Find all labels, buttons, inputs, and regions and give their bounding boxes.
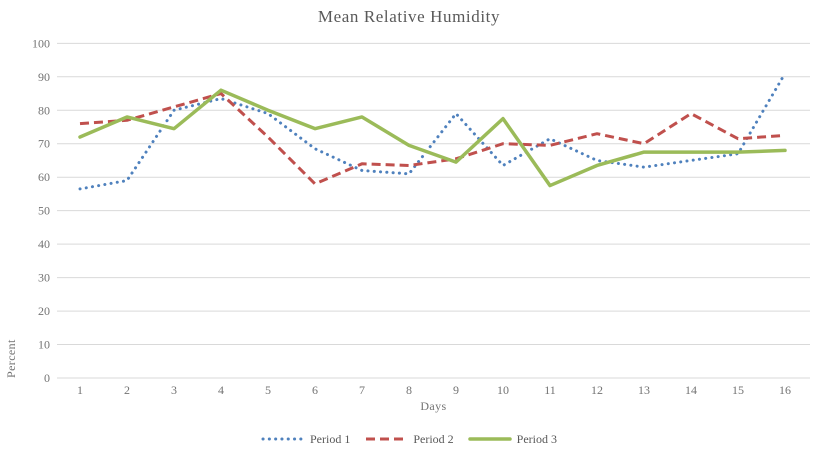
y-tick-label: 10 <box>38 338 50 352</box>
x-tick-label: 9 <box>453 383 459 397</box>
legend-label: Period 1 <box>309 431 351 446</box>
x-tick-label: 11 <box>544 383 556 397</box>
x-tick-label: 6 <box>312 383 318 397</box>
y-tick-label: 40 <box>38 237 50 251</box>
x-tick-label: 3 <box>171 383 177 397</box>
x-tick-label: 16 <box>779 383 791 397</box>
x-tick-label: 5 <box>265 383 271 397</box>
y-tick-label: 80 <box>38 103 50 117</box>
x-tick-label: 8 <box>406 383 412 397</box>
legend: Period 1 Period 2 Period 3 <box>0 430 818 448</box>
y-tick-label: 70 <box>38 137 50 151</box>
series-line-period-1 <box>78 71 787 191</box>
y-tick-label: 0 <box>44 371 50 385</box>
x-tick-label: 1 <box>77 383 83 397</box>
x-tick-label: 15 <box>732 383 744 397</box>
legend-item-period-1: Period 1 <box>261 430 350 448</box>
y-tick-label: 100 <box>32 36 50 50</box>
x-tick-label: 10 <box>497 383 509 397</box>
y-tick-label: 50 <box>38 204 50 218</box>
y-tick-label: 90 <box>38 70 50 84</box>
x-tick-label: 13 <box>638 383 650 397</box>
y-tick-label: 30 <box>38 271 50 285</box>
legend-item-period-2: Period 2 <box>364 430 454 448</box>
series-line-period-2 <box>79 92 786 186</box>
chart-title: Mean Relative Humidity <box>317 7 501 26</box>
y-tick-label: 60 <box>38 170 50 184</box>
x-tick-label: 2 <box>124 383 130 397</box>
legend-label: Period 3 <box>516 431 558 446</box>
x-axis-title: Days <box>420 399 447 413</box>
legend-marker-dotted-line <box>261 430 305 448</box>
x-tick-label: 14 <box>685 383 697 397</box>
x-tick-label: 7 <box>359 383 365 397</box>
series-line-period-3 <box>78 88 787 188</box>
x-tick-label: 4 <box>218 383 224 397</box>
y-tick-label: 20 <box>38 304 50 318</box>
legend-marker-dashed-line <box>364 430 408 448</box>
legend-marker-solid-line <box>467 430 512 448</box>
legend-label: Period 2 <box>413 431 454 446</box>
x-tick-label: 12 <box>591 383 603 397</box>
y-axis-title: Percent <box>4 339 18 378</box>
legend-item-period-3: Period 3 <box>467 430 558 448</box>
